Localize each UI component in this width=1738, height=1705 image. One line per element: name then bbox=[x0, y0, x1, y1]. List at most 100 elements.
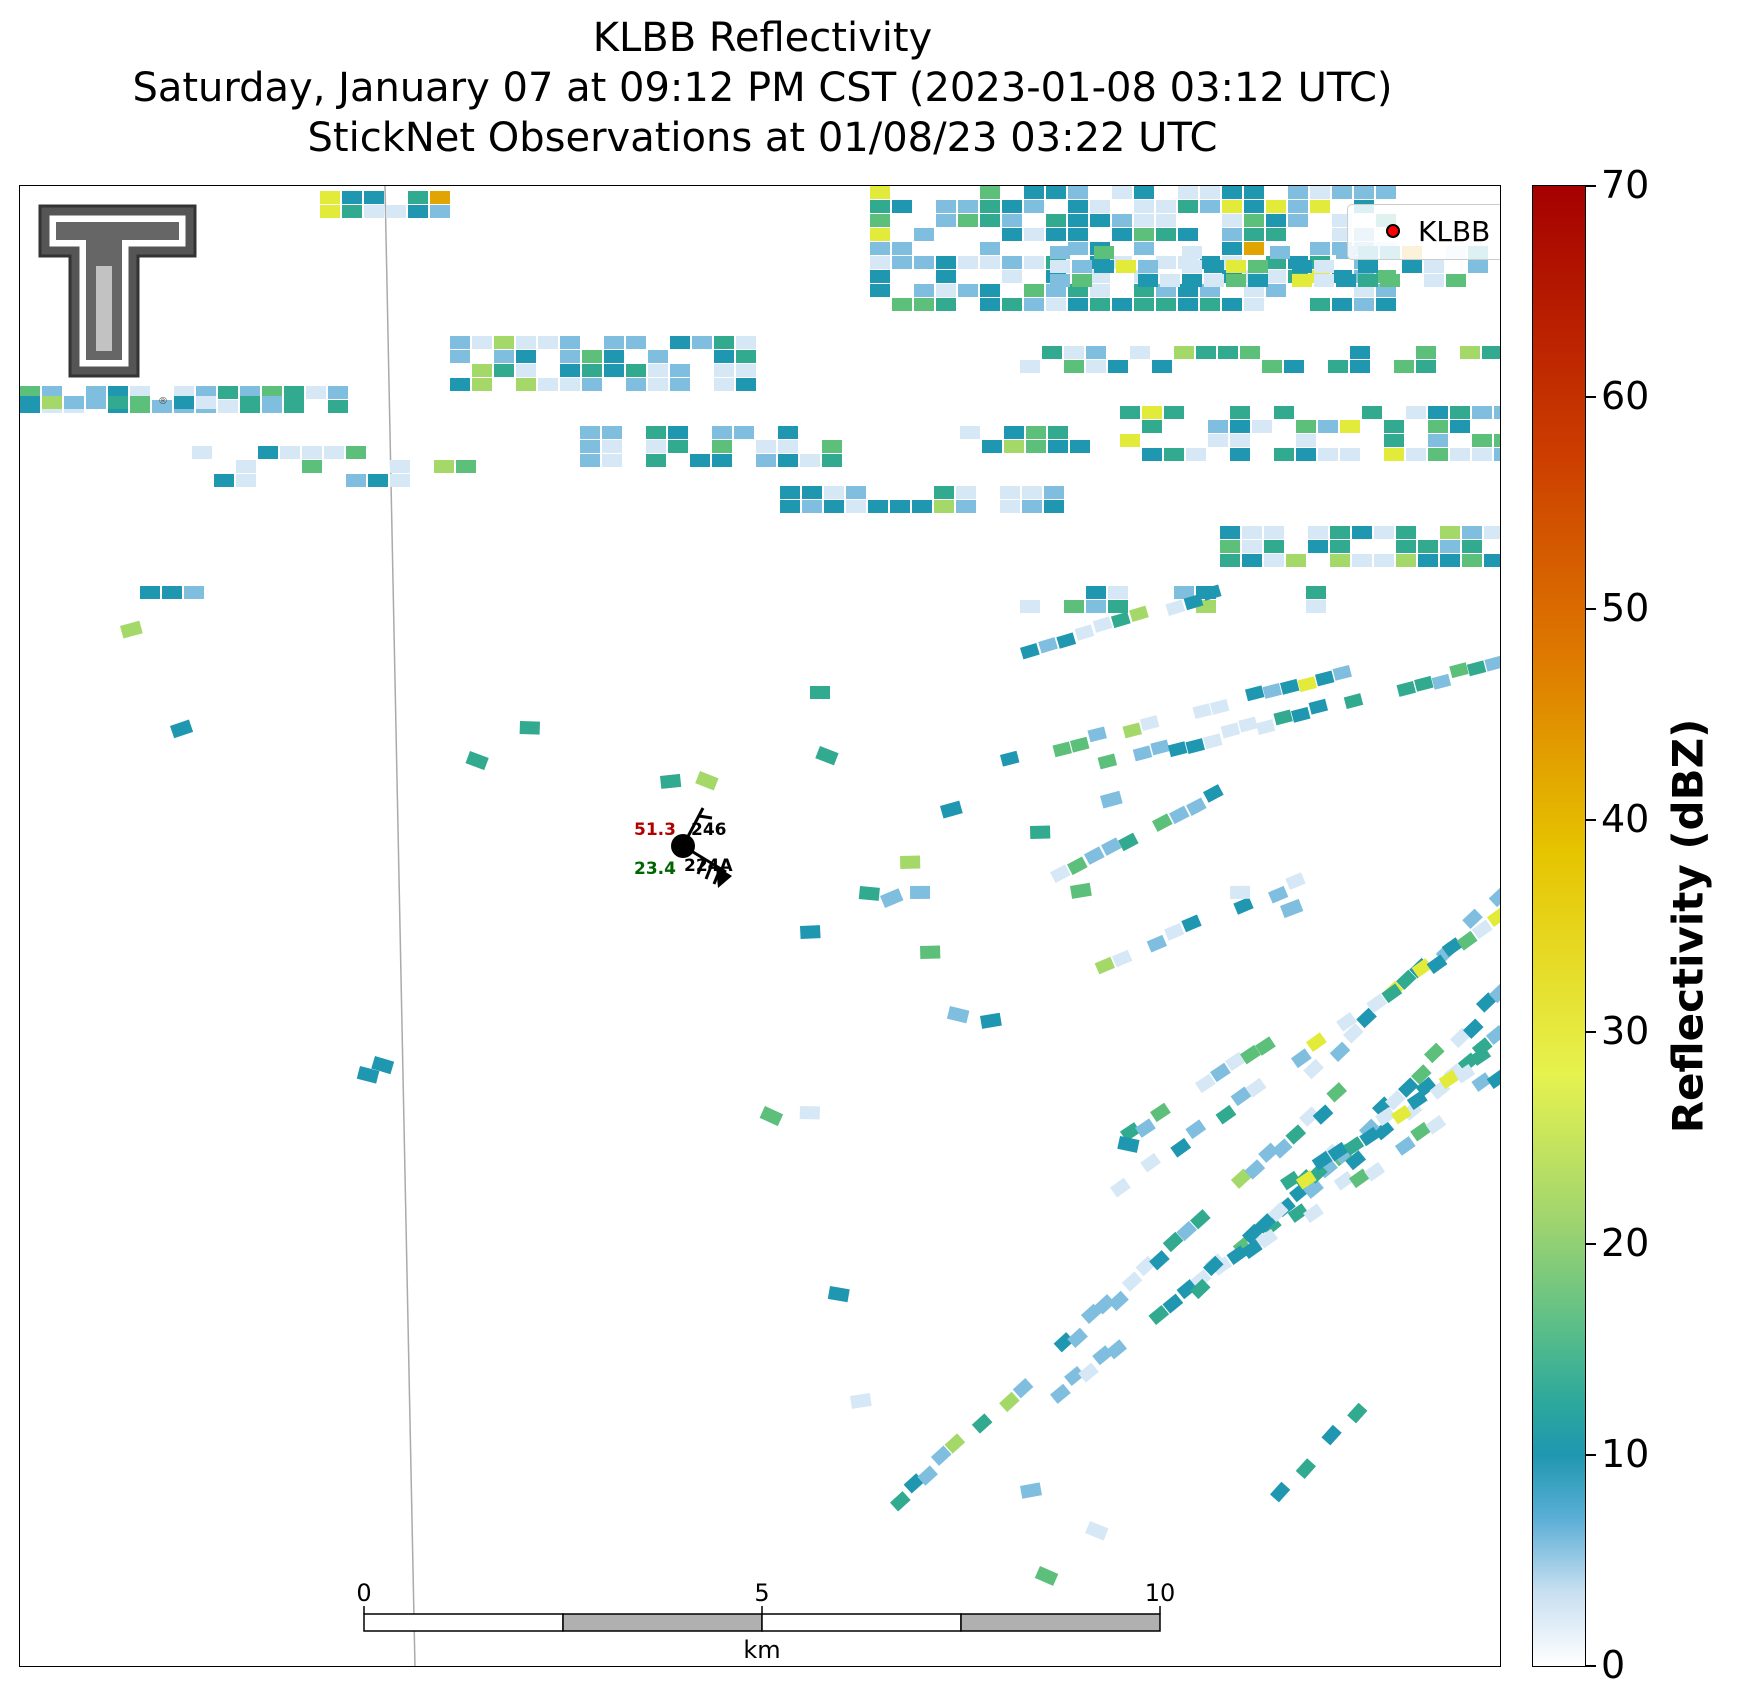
reflectivity-cell bbox=[1121, 1271, 1143, 1292]
reflectivity-cell bbox=[1176, 1220, 1198, 1242]
reflectivity-cell bbox=[670, 364, 690, 377]
reflectivity-cell bbox=[1050, 1383, 1071, 1404]
reflectivity-cell bbox=[736, 336, 756, 349]
reflectivity-cell bbox=[1284, 360, 1304, 373]
reflectivity-cell bbox=[1230, 1168, 1252, 1189]
reflectivity-cell bbox=[1200, 186, 1220, 199]
reflectivity-cell bbox=[936, 256, 956, 269]
reflectivity-cell bbox=[1431, 673, 1452, 690]
reflectivity-cell bbox=[1460, 346, 1480, 359]
reflectivity-cell bbox=[20, 396, 40, 409]
reflectivity-cell bbox=[604, 350, 624, 363]
reflectivity-cell bbox=[450, 378, 470, 391]
reflectivity-cell bbox=[1345, 1150, 1367, 1171]
reflectivity-cell bbox=[982, 440, 1002, 453]
reflectivity-cell bbox=[1270, 246, 1290, 259]
reflectivity-cell bbox=[1086, 600, 1106, 613]
reflectivity-cell bbox=[846, 486, 866, 499]
reflectivity-cell bbox=[196, 396, 216, 409]
reflectivity-cell bbox=[936, 200, 956, 213]
reflectivity-cell bbox=[1064, 346, 1084, 359]
reflectivity-cell bbox=[1108, 1290, 1129, 1312]
reflectivity-cell bbox=[342, 205, 362, 218]
reflectivity-cell bbox=[759, 1106, 784, 1127]
texas-tech-logo: ® bbox=[38, 204, 197, 407]
reflectivity-cell bbox=[1068, 200, 1088, 213]
reflectivity-cell bbox=[870, 214, 890, 227]
reflectivity-cell bbox=[1134, 186, 1154, 199]
reflectivity-cell bbox=[494, 350, 514, 363]
reflectivity-cell bbox=[1090, 270, 1110, 283]
reflectivity-cell bbox=[1087, 726, 1107, 743]
reflectivity-cell bbox=[1471, 1072, 1493, 1092]
reflectivity-cell bbox=[1165, 599, 1186, 616]
reflectivity-cell bbox=[1494, 448, 1500, 461]
reflectivity-cell bbox=[1118, 832, 1139, 852]
reflectivity-cell bbox=[1308, 526, 1328, 539]
reflectivity-cell bbox=[1162, 1293, 1184, 1314]
reflectivity-cell bbox=[86, 386, 106, 399]
reflectivity-cell bbox=[386, 205, 406, 218]
reflectivity-cell bbox=[1044, 486, 1064, 499]
reflectivity-cell bbox=[1462, 554, 1482, 567]
reflectivity-cell bbox=[1484, 554, 1500, 567]
reflectivity-cell bbox=[1391, 1104, 1412, 1125]
reflectivity-cell bbox=[1285, 1124, 1307, 1145]
reflectivity-cell bbox=[1241, 1239, 1263, 1259]
reflectivity-cell bbox=[1396, 969, 1417, 990]
reflectivity-cell bbox=[1230, 434, 1250, 447]
scale-label-0: 0 bbox=[356, 1579, 371, 1607]
reflectivity-cell bbox=[1064, 1365, 1085, 1387]
reflectivity-cell bbox=[1440, 540, 1460, 553]
reflectivity-cell bbox=[1425, 1114, 1447, 1135]
reflectivity-cell bbox=[1174, 586, 1194, 599]
reflectivity-cell bbox=[1428, 434, 1448, 447]
reflectivity-cell bbox=[450, 350, 470, 363]
reflectivity-cell bbox=[1078, 1362, 1099, 1383]
reflectivity-cell bbox=[1418, 554, 1438, 567]
reflectivity-cell bbox=[218, 400, 238, 413]
reflectivity-cell bbox=[1270, 1481, 1291, 1503]
reflectivity-cell bbox=[778, 426, 798, 439]
reflectivity-cell bbox=[1352, 526, 1372, 539]
reflectivity-cell bbox=[1100, 790, 1123, 809]
reflectivity-cell bbox=[1312, 1104, 1334, 1125]
reflectivity-cell bbox=[626, 378, 646, 391]
reflectivity-cell bbox=[192, 446, 212, 459]
reflectivity-cell bbox=[1002, 256, 1022, 269]
reflectivity-cell bbox=[1244, 242, 1264, 255]
reflectivity-cell bbox=[1208, 434, 1228, 447]
reflectivity-cell bbox=[1134, 200, 1154, 213]
reflectivity-cell bbox=[1140, 715, 1160, 731]
reflectivity-cell bbox=[980, 200, 1000, 213]
reflectivity-cell bbox=[1254, 1213, 1276, 1234]
reflectivity-cell bbox=[1358, 274, 1378, 287]
reflectivity-cell bbox=[1472, 406, 1492, 419]
radar-map[interactable]: ® 51.3 246 23.4 224A 0 5 bbox=[19, 185, 1501, 1667]
reflectivity-cell bbox=[1230, 420, 1250, 433]
reflectivity-cell bbox=[582, 350, 602, 363]
reflectivity-cells bbox=[20, 186, 1500, 1586]
reflectivity-cell bbox=[1466, 660, 1487, 677]
reflectivity-cell bbox=[108, 396, 128, 409]
reflectivity-cell bbox=[538, 378, 558, 391]
reflectivity-cell bbox=[1022, 500, 1042, 513]
reflectivity-cell bbox=[1303, 1058, 1324, 1080]
reflectivity-cell bbox=[849, 1392, 872, 1409]
reflectivity-cell bbox=[1220, 526, 1240, 539]
reflectivity-cell bbox=[1156, 256, 1176, 269]
reflectivity-cell bbox=[20, 386, 40, 399]
reflectivity-cell bbox=[914, 284, 934, 297]
reflectivity-cell bbox=[1450, 448, 1470, 461]
reflectivity-cell bbox=[1475, 992, 1497, 1013]
reflectivity-cell bbox=[1252, 420, 1272, 433]
reflectivity-cell bbox=[1376, 186, 1396, 199]
reflectivity-cell bbox=[42, 386, 62, 399]
reflectivity-cell bbox=[1050, 246, 1070, 259]
reflectivity-cell bbox=[980, 1012, 1002, 1029]
reflectivity-cell bbox=[1138, 260, 1158, 273]
reflectivity-cell bbox=[140, 586, 160, 599]
reflectivity-cell bbox=[1112, 214, 1132, 227]
reflectivity-cell bbox=[1204, 274, 1224, 287]
reflectivity-cell bbox=[1122, 722, 1142, 739]
